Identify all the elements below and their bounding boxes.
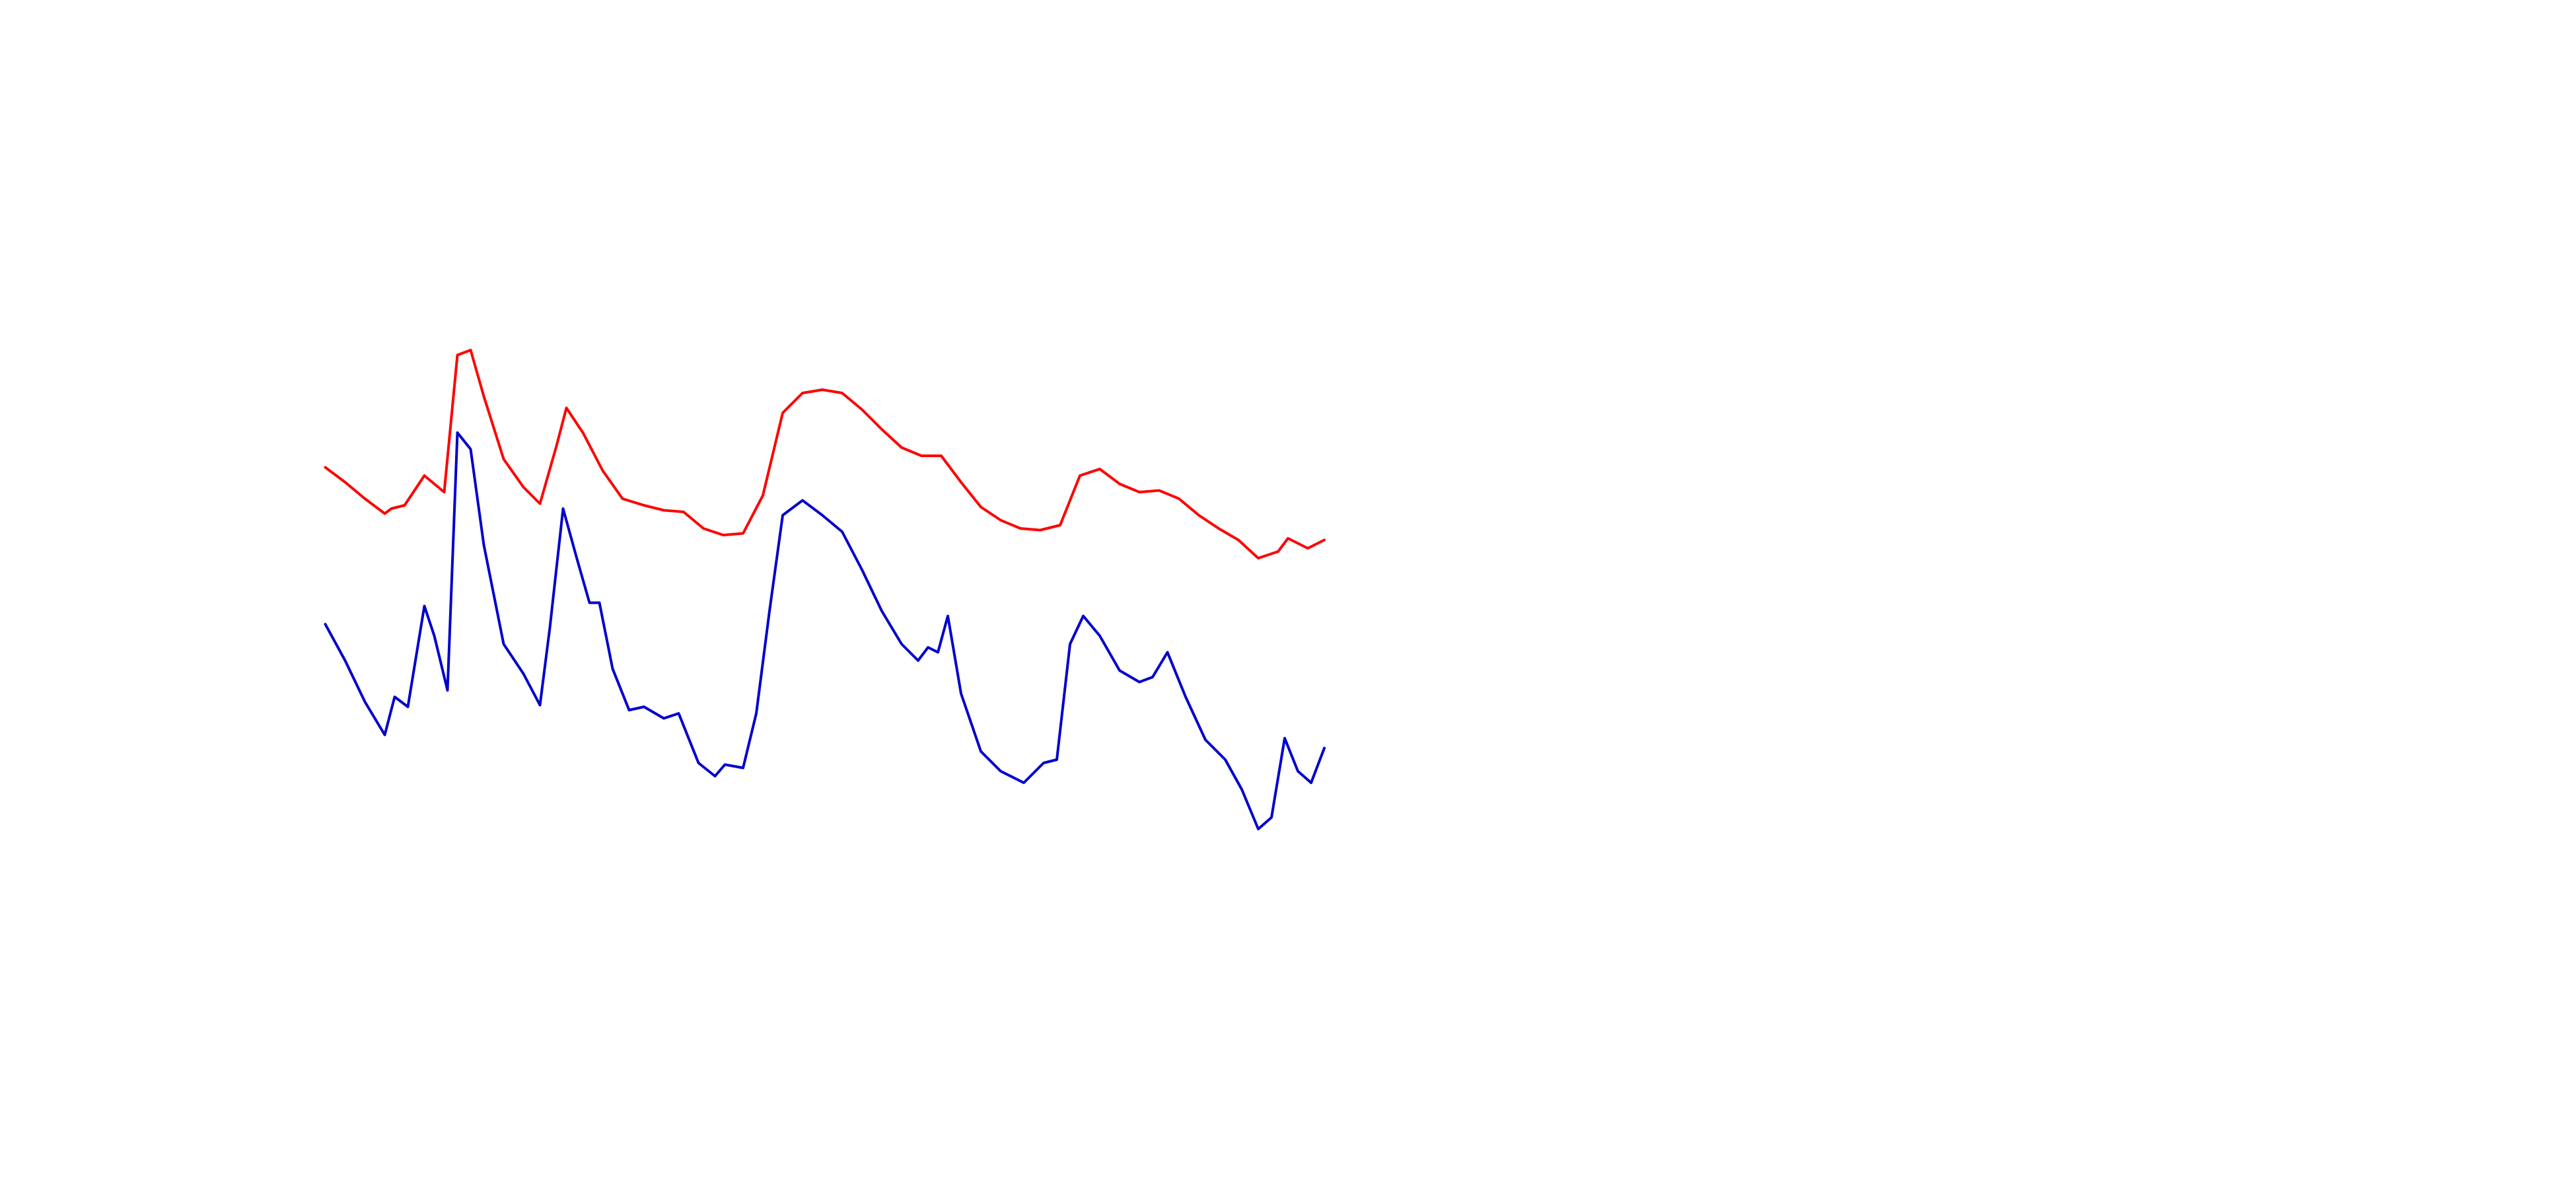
series-line (324, 431, 1326, 830)
series-line (324, 349, 1326, 559)
